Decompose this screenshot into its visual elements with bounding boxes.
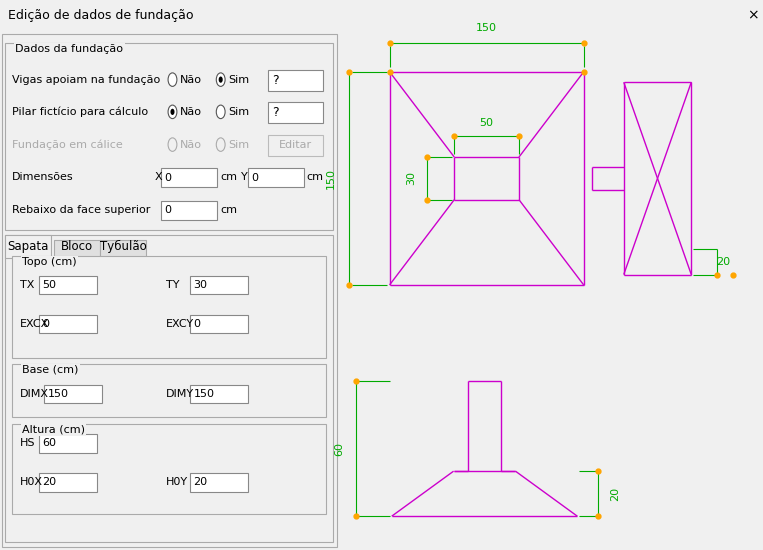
Text: 150: 150	[326, 168, 336, 189]
Text: 30: 30	[194, 280, 208, 290]
Text: cm: cm	[220, 205, 237, 214]
Text: 60: 60	[43, 438, 56, 448]
Text: 30: 30	[406, 172, 416, 185]
Text: X: X	[154, 172, 162, 182]
Text: Pilar fictício para cálculo: Pilar fictício para cálculo	[12, 107, 148, 117]
Text: 20: 20	[716, 257, 730, 267]
Text: 0: 0	[165, 173, 172, 183]
Text: EXCY: EXCY	[166, 319, 195, 329]
Text: 50: 50	[43, 280, 56, 290]
FancyBboxPatch shape	[54, 240, 100, 261]
Text: Sapata: Sapata	[8, 240, 49, 252]
Circle shape	[170, 109, 175, 115]
Text: 150: 150	[47, 389, 69, 399]
Text: 0: 0	[165, 205, 172, 216]
Text: 150: 150	[194, 389, 214, 399]
FancyBboxPatch shape	[248, 168, 304, 187]
Text: cm: cm	[220, 172, 237, 182]
Text: DIMX: DIMX	[20, 389, 49, 399]
Circle shape	[168, 73, 177, 86]
Text: Bloco: Bloco	[61, 240, 93, 252]
FancyBboxPatch shape	[12, 256, 326, 358]
Text: cm: cm	[307, 172, 324, 182]
Circle shape	[216, 105, 225, 119]
FancyBboxPatch shape	[190, 473, 248, 492]
FancyBboxPatch shape	[12, 364, 326, 417]
FancyBboxPatch shape	[12, 424, 326, 514]
Text: EXCX: EXCX	[20, 319, 49, 329]
Text: 150: 150	[476, 23, 497, 32]
FancyBboxPatch shape	[190, 315, 248, 333]
Text: Y: Y	[241, 172, 248, 182]
Text: Edição de dados de fundação: Edição de dados de fundação	[8, 9, 193, 22]
Text: TX: TX	[20, 280, 34, 290]
FancyBboxPatch shape	[5, 234, 333, 542]
Text: H0Y: H0Y	[166, 477, 188, 487]
FancyBboxPatch shape	[39, 276, 97, 294]
FancyBboxPatch shape	[269, 135, 323, 156]
FancyBboxPatch shape	[161, 201, 217, 220]
FancyBboxPatch shape	[39, 473, 97, 492]
Text: Sim: Sim	[228, 75, 250, 85]
Text: Dimensões: Dimensões	[12, 172, 73, 182]
Text: Não: Não	[180, 75, 202, 85]
Text: Sim: Sim	[228, 140, 250, 150]
Text: Vigas apoiam na fundação: Vigas apoiam na fundação	[12, 75, 160, 85]
FancyBboxPatch shape	[2, 34, 337, 547]
Text: 50: 50	[480, 118, 494, 128]
Text: ?: ?	[272, 106, 278, 119]
Text: Não: Não	[180, 107, 202, 117]
FancyBboxPatch shape	[39, 315, 97, 333]
Text: Fundação em cálice: Fundação em cálice	[12, 139, 123, 150]
FancyBboxPatch shape	[100, 240, 146, 261]
Text: Topo (cm): Topo (cm)	[22, 257, 77, 267]
Text: 20: 20	[43, 477, 56, 487]
Text: Base (cm): Base (cm)	[22, 365, 79, 375]
Text: Rebaixo da face superior: Rebaixo da face superior	[12, 205, 150, 214]
Text: DIMY: DIMY	[166, 389, 195, 399]
FancyBboxPatch shape	[44, 384, 102, 404]
Text: Não: Não	[180, 140, 202, 150]
Text: Editar: Editar	[278, 140, 312, 150]
FancyBboxPatch shape	[190, 276, 248, 294]
Text: 60: 60	[334, 442, 344, 455]
Text: 0: 0	[194, 319, 201, 329]
Circle shape	[216, 138, 225, 151]
Circle shape	[168, 105, 177, 119]
Circle shape	[168, 138, 177, 151]
Text: H0X: H0X	[20, 477, 43, 487]
FancyBboxPatch shape	[39, 434, 97, 453]
Text: 0: 0	[43, 319, 50, 329]
Text: HS: HS	[20, 438, 35, 448]
Text: Tубulão: Tубulão	[100, 240, 146, 253]
Text: 0: 0	[251, 173, 258, 183]
Text: Dados da fundação: Dados da fundação	[15, 45, 124, 54]
Text: TY: TY	[166, 280, 180, 290]
Text: ×: ×	[747, 9, 758, 23]
FancyBboxPatch shape	[5, 234, 51, 258]
Text: ?: ?	[272, 74, 278, 87]
FancyBboxPatch shape	[5, 43, 333, 230]
Circle shape	[219, 76, 223, 82]
FancyBboxPatch shape	[190, 384, 248, 404]
Text: Altura (cm): Altura (cm)	[22, 425, 85, 435]
Text: 20: 20	[610, 487, 620, 500]
FancyBboxPatch shape	[269, 102, 323, 123]
Circle shape	[216, 73, 225, 86]
FancyBboxPatch shape	[269, 70, 323, 91]
Text: 20: 20	[194, 477, 208, 487]
Text: Sim: Sim	[228, 107, 250, 117]
FancyBboxPatch shape	[161, 168, 217, 187]
